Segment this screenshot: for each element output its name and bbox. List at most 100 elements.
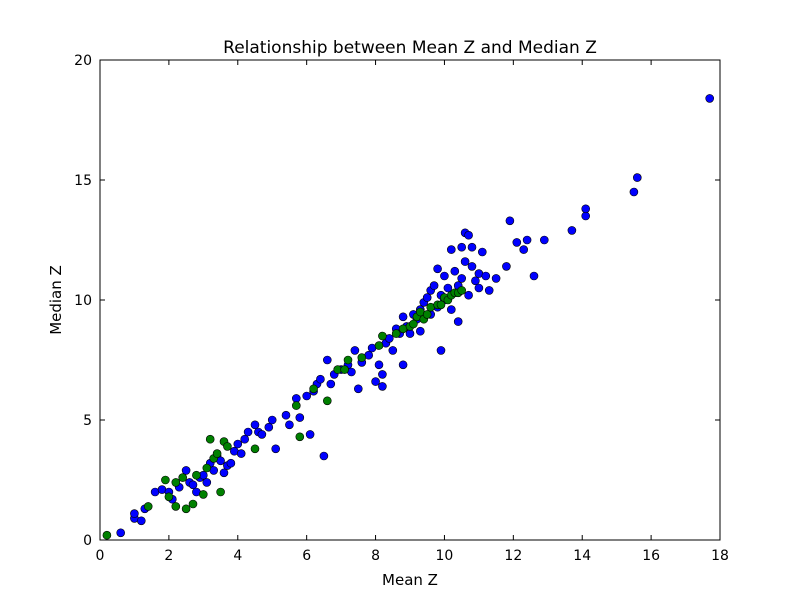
scatter-point (581, 204, 591, 214)
scatter-point (291, 394, 301, 403)
data-points (102, 94, 715, 540)
scatter-point (446, 245, 456, 254)
scatter-point (309, 384, 318, 394)
x-tick-label: 2 (164, 548, 173, 564)
scatter-point (398, 360, 408, 370)
scatter-point (378, 382, 387, 391)
x-tick-label: 10 (436, 548, 454, 564)
scatter-point (212, 449, 222, 458)
scatter-point (178, 473, 187, 482)
scatter-point (522, 235, 532, 245)
scatter-point (436, 300, 446, 310)
scatter-point (529, 271, 539, 281)
scatter-point (192, 470, 201, 480)
x-tick-label: 8 (371, 548, 380, 564)
scatter-point (464, 230, 473, 240)
scatter-point (181, 466, 191, 475)
scatter-point (305, 430, 315, 439)
scatter-point (243, 427, 253, 437)
scatter-point (581, 211, 591, 221)
scatter-point (285, 420, 294, 430)
y-tick-label: 10 (74, 293, 92, 309)
scatter-point (705, 94, 715, 103)
scatter-point (415, 326, 425, 336)
scatter-point (295, 432, 305, 442)
scatter-point (391, 329, 401, 338)
scatter-point (353, 384, 363, 394)
scatter-point (199, 490, 208, 499)
scatter-point (264, 422, 274, 432)
scatter-point (433, 264, 442, 274)
scatter-point (295, 413, 305, 422)
scatter-point (164, 492, 174, 502)
scatter-point (250, 420, 260, 430)
scatter-point (171, 478, 181, 487)
scatter-point (326, 379, 336, 389)
scatter-point (226, 458, 236, 468)
scatter-point (567, 226, 577, 235)
scatter-point (440, 271, 449, 281)
scatter-point (512, 238, 522, 247)
scatter-point (446, 305, 456, 314)
scatter-point (340, 365, 349, 374)
scatter-point (481, 271, 491, 281)
scatter-point (205, 434, 215, 444)
scatter-point (378, 370, 387, 379)
scatter-point (477, 247, 487, 257)
scatter-point (474, 283, 484, 293)
y-tick-label: 5 (83, 413, 92, 429)
scatter-point (223, 442, 232, 451)
axis-ticks: 0 2 4 6 8 10 12 14 16 18 0 5 10 15 20 (74, 53, 729, 564)
scatter-point (388, 346, 398, 355)
scatter-point (171, 502, 181, 511)
scatter-point (409, 319, 418, 329)
x-axis-label: Mean Z (382, 571, 438, 589)
scatter-point (371, 377, 380, 386)
scatter-point (398, 312, 408, 322)
scatter-point (322, 396, 332, 406)
scatter-point (250, 444, 260, 454)
x-tick-label: 12 (504, 548, 522, 564)
scatter-point (491, 274, 501, 283)
scatter-point (161, 475, 170, 485)
scatter-point (130, 509, 139, 518)
scatter-point (143, 502, 153, 511)
scatter-point (319, 451, 329, 461)
x-tick-label: 6 (302, 548, 311, 564)
scatter-point (519, 245, 529, 254)
scatter-point (316, 374, 325, 384)
scatter-point (188, 480, 198, 490)
x-tick-label: 4 (233, 548, 242, 564)
scatter-point (267, 415, 277, 425)
scatter-point (629, 187, 639, 197)
y-tick-label: 0 (83, 533, 92, 549)
scatter-point (539, 235, 549, 245)
scatter-point (453, 317, 463, 326)
y-tick-label: 15 (74, 173, 92, 189)
scatter-point (378, 331, 387, 341)
scatter-point (436, 346, 446, 355)
scatter-point (443, 283, 453, 293)
scatter-point (350, 346, 360, 355)
scatter-point (457, 242, 467, 252)
scatter-point (137, 516, 146, 526)
scatter-point (233, 439, 243, 449)
scatter-point (216, 487, 225, 497)
x-tick-label: 0 (96, 548, 105, 564)
scatter-point (188, 499, 198, 509)
scatter-point (422, 310, 432, 319)
scatter-point (450, 266, 460, 276)
scatter-point (291, 401, 301, 410)
scatter-point (467, 242, 477, 252)
x-tick-label: 16 (642, 548, 660, 564)
scatter-point (116, 528, 125, 538)
scatter-point (429, 281, 439, 290)
scatter-point (467, 262, 477, 271)
scatter-point (343, 355, 353, 365)
scatter-point (202, 478, 212, 487)
scatter-point (502, 262, 511, 271)
scatter-point (405, 329, 415, 338)
x-tick-label: 18 (711, 548, 729, 564)
plot-frame (99, 59, 721, 541)
scatter-point (102, 530, 112, 540)
